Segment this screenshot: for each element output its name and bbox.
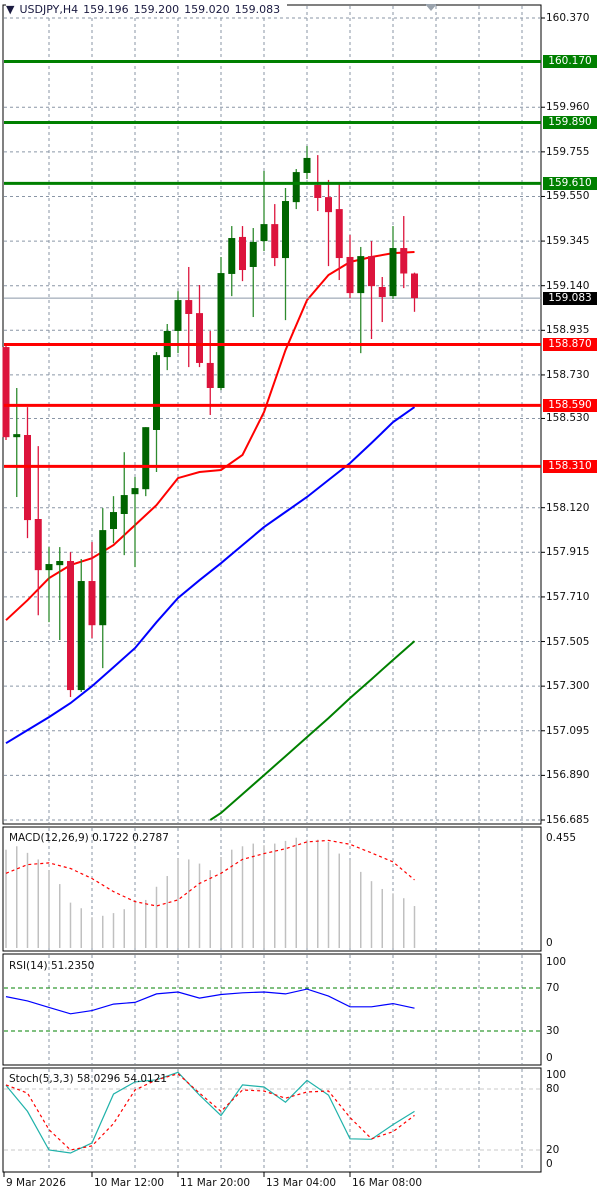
candle-bullish xyxy=(110,512,117,530)
candle-bullish xyxy=(249,241,257,267)
candle-bullish xyxy=(99,530,107,626)
level-price-label: 158.310 xyxy=(543,459,597,473)
candle-bearish xyxy=(271,224,279,259)
candle-bearish xyxy=(378,287,386,298)
rsi-line xyxy=(5,988,415,1015)
candle-bullish xyxy=(228,238,236,274)
candle-bullish xyxy=(174,300,182,331)
stoch-axis-label: 80 xyxy=(546,1083,560,1095)
rsi-axis-label: 0 xyxy=(546,1052,553,1064)
price-axis-label: 158.730 xyxy=(546,368,590,381)
stoch-axis-label: 100 xyxy=(546,1069,567,1081)
price-axis-label: 157.915 xyxy=(546,546,590,559)
candle-bearish xyxy=(400,248,408,274)
moving-average-line-0 xyxy=(5,251,415,621)
price-axis-label: 159.960 xyxy=(546,101,590,114)
macd-title: MACD(12,26,9) 0.1722 0.2787 xyxy=(9,832,169,844)
candle-bearish xyxy=(196,313,203,363)
price-axis-label: 158.935 xyxy=(546,324,590,337)
price-axis-label: 157.710 xyxy=(546,590,590,603)
price-axis-label: 156.685 xyxy=(546,814,590,826)
level-price-label: 158.590 xyxy=(543,398,597,412)
candle-bullish xyxy=(303,157,311,173)
time-axis-label: 13 Mar 04:00 xyxy=(266,1177,337,1189)
candle-bullish xyxy=(357,256,365,294)
level-price-label: 160.170 xyxy=(543,55,597,69)
chart-header: ▼ USDJPY,H4 159.196 159.200 159.020 159.083 xyxy=(6,3,288,16)
candle-bearish xyxy=(24,434,31,521)
candle-bearish xyxy=(67,561,74,691)
price-axis-label: 159.140 xyxy=(546,279,590,292)
stoch-main-line xyxy=(5,1071,415,1154)
moving-average-line-2 xyxy=(209,640,416,821)
current-price-label: 159.083 xyxy=(543,291,597,305)
candle-bullish xyxy=(77,581,85,691)
price-axis-label: 159.345 xyxy=(546,235,590,248)
stoch-axis-label: 0 xyxy=(546,1158,553,1170)
rsi-axis-label: 30 xyxy=(546,1025,560,1037)
level-price-label: 158.870 xyxy=(543,337,597,351)
time-axis-label: 11 Mar 20:00 xyxy=(180,1177,251,1189)
candle-bearish xyxy=(34,519,42,571)
candle-bearish xyxy=(346,256,354,294)
candle-bullish xyxy=(217,273,225,388)
stoch-axis-label: 20 xyxy=(546,1144,560,1156)
candle-bullish xyxy=(142,427,150,490)
candle-bullish xyxy=(260,224,268,242)
candle-bearish xyxy=(335,209,343,259)
symbol-timeframe: USDJPY,H4 xyxy=(19,3,79,16)
high-price: 159.200 xyxy=(133,3,180,16)
macd-panel xyxy=(2,826,542,952)
candle-bearish xyxy=(411,273,418,299)
candle-bullish xyxy=(120,495,128,514)
time-axis-label: 10 Mar 12:00 xyxy=(94,1177,165,1189)
triangle-down-icon[interactable]: ▼ xyxy=(6,3,15,16)
main-panel xyxy=(2,4,542,825)
stoch-title: Stoch(5,3,3) 58.0296 54.0121 xyxy=(9,1073,168,1085)
stoch-signal-line xyxy=(5,1073,415,1151)
candle-bullish xyxy=(153,355,160,430)
price-axis-label: 160.370 xyxy=(546,12,590,24)
time-axis-label: 16 Mar 08:00 xyxy=(352,1177,423,1189)
macd-signal-line xyxy=(5,839,415,907)
candle-bullish xyxy=(131,488,139,495)
candle-bearish xyxy=(185,300,193,314)
rsi-axis-label: 100 xyxy=(546,956,567,968)
close-price: 159.083 xyxy=(234,3,281,16)
candle-bearish xyxy=(206,362,214,388)
candle-bearish xyxy=(314,184,322,198)
price-axis-label: 158.120 xyxy=(546,501,590,514)
chart-shift-marker-icon[interactable] xyxy=(425,4,437,11)
candle-bearish xyxy=(239,236,246,271)
candle-bullish xyxy=(45,564,53,571)
candle-bearish xyxy=(88,581,96,626)
candle-bullish xyxy=(13,434,21,438)
price-axis-label: 158.530 xyxy=(546,412,590,425)
level-price-label: 159.890 xyxy=(543,115,597,129)
stoch-panel xyxy=(2,1067,542,1173)
macd-axis-label: 0.455 xyxy=(546,832,577,844)
price-axis-label: 156.890 xyxy=(546,769,590,782)
price-axis-label: 159.755 xyxy=(546,145,590,158)
candle-bullish xyxy=(282,201,289,259)
candle-bullish xyxy=(292,172,300,203)
rsi-axis-label: 70 xyxy=(546,982,560,994)
candle-bullish xyxy=(389,248,397,297)
level-price-label: 159.610 xyxy=(543,176,597,190)
candle-bearish xyxy=(325,197,332,213)
low-price: 159.020 xyxy=(184,3,230,16)
candle-bullish xyxy=(56,561,64,566)
candle-bearish xyxy=(2,347,10,438)
candle-bearish xyxy=(368,256,375,287)
rsi-title: RSI(14) 51.2350 xyxy=(9,960,95,972)
open-price: 159.196 xyxy=(83,3,129,16)
price-axis-label: 159.550 xyxy=(546,190,590,203)
time-axis-label: 9 Mar 2026 xyxy=(6,1177,66,1189)
macd-axis-label: 0 xyxy=(546,937,553,949)
price-axis-label: 157.505 xyxy=(546,635,590,648)
price-axis-label: 157.300 xyxy=(546,680,590,693)
rsi-panel xyxy=(2,953,542,1066)
price-axis-label: 157.095 xyxy=(546,724,590,737)
